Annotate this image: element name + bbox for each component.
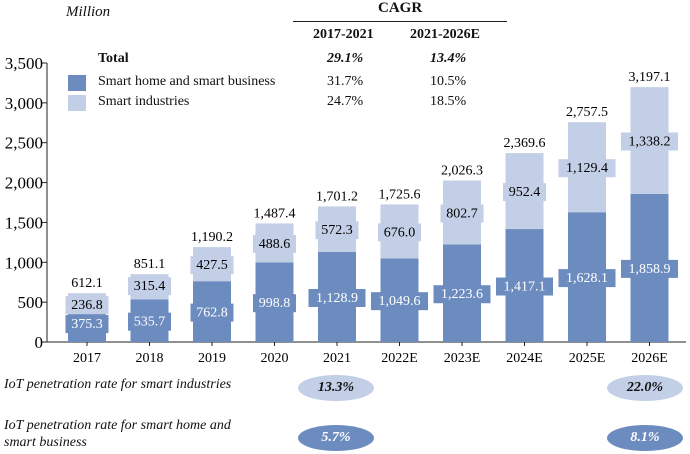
- segment-label-bg-smart-industries: [440, 204, 484, 223]
- x-tick-label: 2023E: [444, 351, 481, 366]
- segment-label-smart-industries: 952.4: [509, 185, 541, 200]
- segment-label-smart-home: 998.8: [259, 296, 291, 311]
- y-tick-label: 1,500: [5, 213, 43, 232]
- legend-swatch-smart-industries: [68, 95, 86, 111]
- legend-smart-home-label: Smart home and smart business: [98, 74, 276, 89]
- segment-label-smart-industries: 802.7: [446, 206, 478, 221]
- penetration-home-label-line1: IoT penetration rate for smart home and: [4, 418, 231, 433]
- y-tick-label: 3,500: [5, 54, 43, 73]
- cagr-col-header: 2021-2026E: [410, 27, 480, 42]
- x-tick-label: 2021: [323, 351, 351, 366]
- cagr-smart-home-2017-2021: 31.7%: [327, 74, 364, 89]
- segment-label-smart-home: 762.8: [196, 306, 228, 321]
- penetration-home-2026-badge: 8.1%: [607, 425, 683, 451]
- segment-label-bg-smart-home: [558, 269, 616, 288]
- segment-label-bg-smart-home: [128, 312, 171, 331]
- segment-label-bg-smart-industries: [503, 183, 546, 202]
- x-tick-label: 2026E: [631, 351, 668, 366]
- segment-label-smart-home: 535.7: [134, 315, 166, 330]
- segment-label-smart-home: 1,417.1: [504, 280, 546, 295]
- total-label: 612.1: [71, 276, 103, 291]
- segment-label-bg-smart-industries: [128, 277, 171, 296]
- y-tick-label: 3,000: [5, 94, 43, 113]
- total-label: 2,026.3: [441, 163, 483, 178]
- x-tick-label: 2025E: [569, 351, 606, 366]
- segment-label-bg-smart-industries: [378, 223, 421, 242]
- penetration-home-label-line2: smart business: [4, 435, 87, 450]
- segment-label-bg-smart-industries: [315, 221, 359, 240]
- cagr-smart-industries-2021-2026: 18.5%: [430, 94, 467, 109]
- y-tick-label: 1,000: [5, 253, 43, 272]
- segment-label-bg-smart-industries: [65, 296, 109, 315]
- total-label: 1,190.2: [191, 230, 233, 245]
- segment-label-smart-industries: 1,129.4: [566, 161, 608, 176]
- x-tick-label: 2024E: [506, 351, 543, 366]
- penetration-home-2026-value: 8.1%: [630, 430, 660, 445]
- segment-label-bg-smart-industries: [253, 234, 296, 253]
- segment-label-smart-home: 375.3: [71, 317, 103, 332]
- penetration-industries-2026-value: 22.0%: [626, 380, 664, 395]
- segment-label-bg-smart-home: [190, 303, 234, 322]
- y-tick-label: 0: [35, 333, 44, 352]
- y-tick-label: 2,500: [5, 134, 43, 153]
- y-tick-label: 2,000: [5, 174, 43, 193]
- segment-label-smart-industries: 676.0: [384, 225, 416, 240]
- cagr-col-header: 2017-2021: [313, 27, 374, 42]
- total-label: 2,757.5: [566, 105, 608, 120]
- segment-label-smart-industries: 236.8: [71, 298, 103, 313]
- x-tick-label: 2020: [261, 351, 289, 366]
- segment-label-smart-home: 1,223.6: [441, 287, 483, 302]
- segment-label-bg-smart-home: [371, 292, 428, 311]
- total-label: 1,487.4: [254, 206, 296, 221]
- segment-label-bg-smart-industries: [190, 256, 234, 275]
- x-tick-label: 2019: [198, 351, 226, 366]
- cagr-smart-home-2021-2026: 10.5%: [430, 74, 467, 89]
- penetration-industries-label: IoT penetration rate for smart industrie…: [4, 377, 232, 392]
- cagr-total-2021-2026: 13.4%: [430, 51, 467, 66]
- segment-label-smart-home: 1,128.9: [316, 291, 358, 306]
- x-tick-label: 2017: [73, 351, 101, 366]
- segment-label-bg-smart-home: [433, 285, 491, 304]
- segment-label-smart-home: 1,049.6: [379, 294, 421, 309]
- penetration-industries-2026-badge: 22.0%: [607, 375, 683, 401]
- segment-label-smart-industries: 488.6: [259, 237, 291, 252]
- segment-label-bg-smart-home: [308, 289, 366, 308]
- total-label: 851.1: [134, 257, 166, 272]
- segment-label-smart-industries: 427.5: [196, 258, 228, 273]
- penetration-home-2021-badge: 5.7%: [298, 425, 374, 451]
- segment-label-bg-smart-home: [253, 294, 296, 313]
- segment-label-bg-smart-home: [621, 259, 678, 278]
- segment-label-bg-smart-home: [65, 315, 109, 334]
- cagr-total-2017-2021: 29.1%: [327, 51, 364, 66]
- segment-label-smart-industries: 572.3: [321, 223, 353, 238]
- penetration-home-2021-value: 5.7%: [321, 430, 351, 445]
- segment-label-bg-smart-industries: [558, 159, 616, 178]
- legend-swatch-smart-home: [68, 75, 86, 91]
- legend-smart-industries-label: Smart industries: [98, 94, 190, 109]
- x-tick-label: 2018: [136, 351, 164, 366]
- unit-label: Million: [66, 4, 111, 20]
- segment-label-bg-smart-industries: [621, 132, 678, 151]
- segment-label-smart-industries: 315.4: [134, 279, 166, 294]
- total-label: 1,725.6: [379, 187, 421, 202]
- segment-label-smart-home: 1,858.9: [629, 262, 671, 277]
- penetration-industries-2021-value: 13.3%: [317, 380, 355, 395]
- total-label: 1,701.2: [316, 189, 358, 204]
- x-tick-label: 2022E: [381, 351, 418, 366]
- total-label: 2,369.6: [504, 136, 546, 151]
- segment-label-bg-smart-home: [496, 277, 553, 296]
- segment-label-smart-industries: 1,338.2: [629, 134, 671, 149]
- cagr-smart-industries-2017-2021: 24.7%: [327, 94, 364, 109]
- cagr-title-rule: [293, 21, 507, 22]
- penetration-industries-2021-badge: 13.3%: [298, 375, 374, 401]
- legend-total-label: Total: [98, 51, 129, 66]
- cagr-title: CAGR: [378, 0, 423, 16]
- y-tick-label: 500: [18, 293, 44, 312]
- segment-label-smart-home: 1,628.1: [566, 271, 608, 286]
- total-label: 3,197.1: [629, 70, 671, 85]
